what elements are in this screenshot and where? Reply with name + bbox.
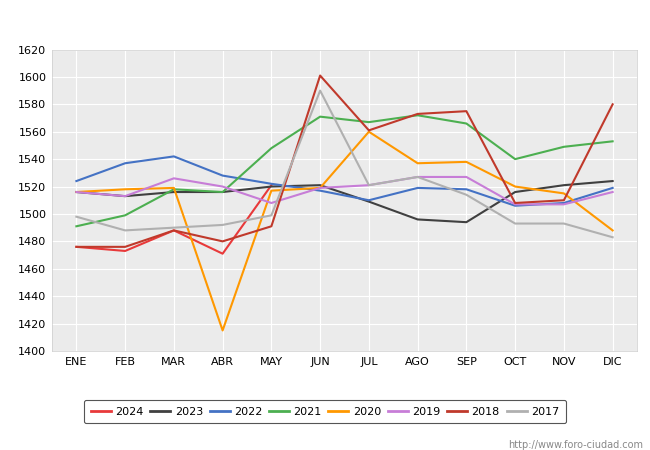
Text: Afiliados en Oliva de la Frontera a 31/5/2024: Afiliados en Oliva de la Frontera a 31/5… <box>116 11 534 29</box>
Legend: 2024, 2023, 2022, 2021, 2020, 2019, 2018, 2017: 2024, 2023, 2022, 2021, 2020, 2019, 2018… <box>84 400 566 423</box>
Text: http://www.foro-ciudad.com: http://www.foro-ciudad.com <box>508 440 644 450</box>
